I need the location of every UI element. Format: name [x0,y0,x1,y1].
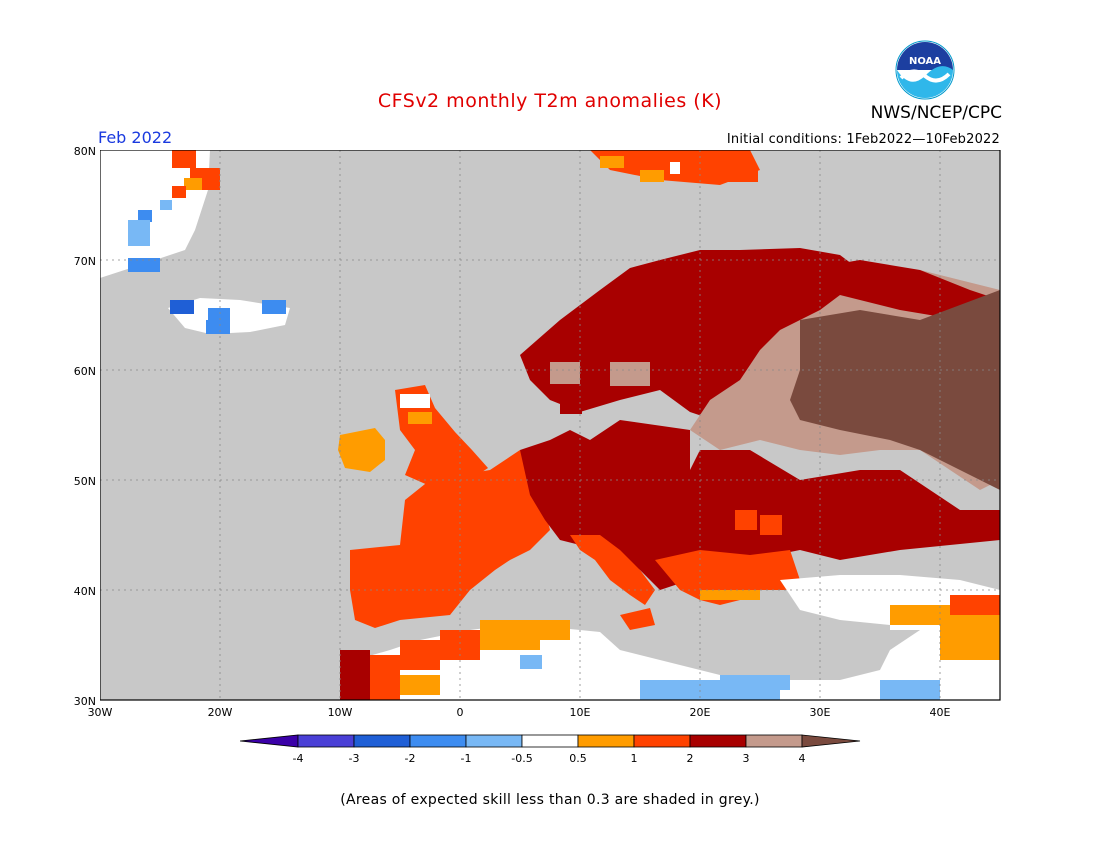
svalbard-region [590,150,760,185]
legend-tick--3: -3 [349,752,360,765]
legend-tick-1: 1 [631,752,638,765]
legend-swatch-7 [633,734,691,748]
map-frame [100,150,1001,701]
lon-label-0: 0 [457,706,464,719]
legend-tick--4: -4 [293,752,304,765]
graticule [100,150,1000,700]
lat-label-30n: 30N [74,695,96,708]
ireland-region [338,428,385,472]
longitude-axis: 30W 20W 10W 0 10E 20E 30E 40E [88,706,951,719]
lon-label-40e: 40E [930,706,951,719]
italy-region [570,535,655,605]
legend-swatch-4 [465,734,523,748]
lat-label-80n: 80N [74,145,96,158]
lon-label-30w: 30W [88,706,113,719]
legend-tick--0.5: -0.5 [511,752,532,765]
initial-conditions-label: Initial conditions: 1Feb2022—10Feb2022 [726,132,1000,147]
greenland-region [100,150,220,278]
legend-arrow-low [240,734,299,748]
russia-brown-region [790,290,1000,490]
legend-tick--1: -1 [461,752,472,765]
lon-label-20w: 20W [208,706,233,719]
lat-label-40n: 40N [74,585,96,598]
lat-label-60n: 60N [74,365,96,378]
legend-swatch-8 [689,734,747,748]
balkans-region [655,550,800,605]
legend-swatch-1 [297,734,355,748]
legend-swatch-3 [409,734,467,748]
chart-title: CFSv2 monthly T2m anomalies (K) [377,90,723,112]
iberia-france-region [350,450,550,628]
legend-tick-4: 4 [799,752,806,765]
great-britain-region [395,385,488,486]
legend-arrow-high [801,734,861,748]
legend-tick-0.5: 0.5 [569,752,587,765]
legend-swatch-9 [745,734,803,748]
legend-tick--2: -2 [405,752,416,765]
lat-label-70n: 70N [74,255,96,268]
noaa-logo: NOAA [895,40,955,100]
legend-swatch-2 [353,734,411,748]
lat-label-50n: 50N [74,475,96,488]
anomaly-map [100,150,1001,701]
central-europe-region [520,420,1000,590]
skill-footnote: (Areas of expected skill less than 0.3 a… [340,792,760,808]
color-legend: -4 -3 -2 -1 -0.5 0.5 1 2 3 4 [240,734,861,765]
legend-swatch-6 [577,734,635,748]
legend-tick-2: 2 [687,752,694,765]
legend-tick-3: 3 [743,752,750,765]
lon-label-10e: 10E [570,706,591,719]
lon-label-20e: 20E [690,706,711,719]
lon-label-10w: 10W [328,706,353,719]
latitude-axis: 80N 70N 60N 50N 40N 30N [74,145,96,708]
legend-swatch-5 [521,734,579,748]
lon-label-30e: 30E [810,706,831,719]
logo-text: NOAA [909,56,941,67]
month-label: Feb 2022 [98,128,173,147]
agency-label: NWS/NCEP/CPC [870,103,1002,123]
iceland-region [168,298,290,334]
